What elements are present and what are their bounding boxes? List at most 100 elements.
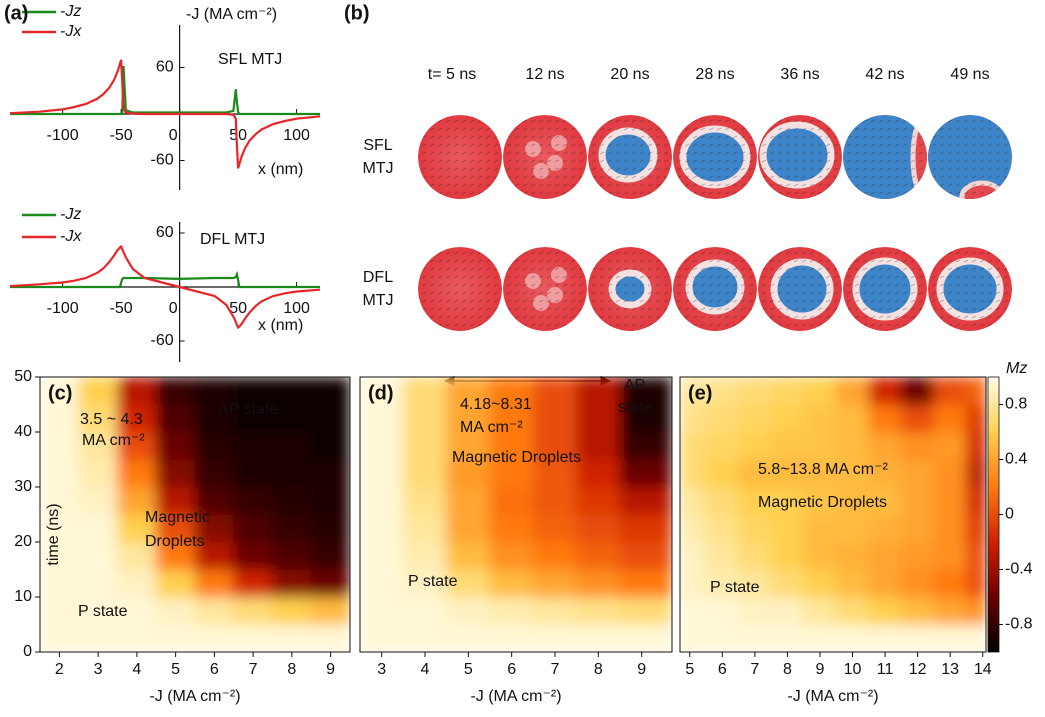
spin-arrow (931, 315, 937, 319)
heatmap-cell (770, 459, 805, 488)
spin-arrow (514, 127, 520, 131)
spin-arrow (676, 127, 682, 131)
spin-arrow (570, 119, 576, 123)
spin-arrow (995, 127, 1001, 131)
spin-arrow (514, 135, 520, 139)
spin-arrow (902, 167, 908, 171)
spin-arrow (647, 135, 653, 139)
spin-arrow (469, 151, 475, 155)
spin-arrow (615, 267, 621, 271)
heatmap-cell (272, 459, 312, 488)
spin-arrow (445, 267, 451, 271)
spin-arrow (493, 127, 499, 131)
spin-arrow (445, 323, 451, 327)
spin-arrow (833, 323, 839, 327)
spin-arrow (748, 259, 754, 263)
heatmap-cell (933, 486, 967, 515)
spin-arrow (700, 167, 706, 171)
spin-arrow (631, 159, 637, 163)
spin-arrow (995, 267, 1001, 271)
heatmap-cell (803, 514, 837, 543)
spin-arrow (870, 151, 876, 155)
spin-arrow (562, 299, 568, 303)
spin-arrow (639, 167, 645, 171)
spin-arrow (522, 299, 528, 303)
heatmap-cell (576, 404, 621, 433)
heatmap-cell (194, 459, 235, 488)
spin-arrow (538, 267, 544, 271)
spin-arrow (979, 159, 985, 163)
spin-arrow (522, 175, 528, 179)
spin-arrow (554, 267, 560, 271)
spin-arrow (931, 251, 937, 255)
spin-arrow (437, 251, 443, 255)
spin-arrow (692, 259, 698, 263)
heatmap-cell (803, 624, 837, 652)
spin-arrow (554, 151, 560, 155)
heatmap-cell (933, 377, 967, 405)
heatmap-cell (194, 431, 235, 460)
spin-arrow (421, 119, 427, 123)
spin-arrow (461, 315, 467, 319)
heatmap-cell (900, 404, 935, 433)
spin-arrow (724, 119, 730, 123)
spin-arrow (506, 167, 512, 171)
spin-arrow (1003, 259, 1009, 263)
x-tick-label: 4 (421, 661, 430, 678)
spin-arrow (538, 167, 544, 171)
spin-arrow (599, 151, 605, 155)
spin-arrow (878, 283, 884, 287)
spin-arrow (761, 143, 767, 147)
spin-arrow (862, 159, 868, 163)
spin-arrow (886, 267, 892, 271)
spin-arrow (817, 175, 823, 179)
spin-arrow (623, 259, 629, 263)
spin-arrow (939, 267, 945, 271)
annotation: AP (624, 377, 645, 394)
spin-arrow (437, 135, 443, 139)
spin-arrow (918, 127, 924, 131)
spin-arrow (546, 127, 552, 131)
spin-arrow (493, 119, 499, 123)
spin-arrow (870, 191, 876, 195)
spin-arrow (562, 323, 568, 327)
spin-arrow (748, 183, 754, 187)
spin-arrow (947, 159, 953, 163)
spin-arrow (995, 151, 1001, 155)
spin-arrow (963, 167, 969, 171)
heatmap-cell (705, 431, 740, 460)
spin-arrow (854, 259, 860, 263)
spin-arrow (623, 315, 629, 319)
spin-arrow (493, 259, 499, 263)
spin-arrow (801, 175, 807, 179)
x-axis-label: -J (MA cm⁻²) (787, 688, 878, 705)
spin-arrow (530, 251, 536, 255)
spin-arrow (591, 151, 597, 155)
x-tick-label: 100 (283, 127, 310, 144)
heatmap-cell (233, 486, 273, 515)
spin-arrow (522, 267, 528, 271)
spin-arrow (817, 291, 823, 295)
spin-arrow (740, 151, 746, 155)
blue-domain (598, 127, 658, 183)
spin-arrow (615, 299, 621, 303)
spin-arrow (700, 283, 706, 287)
heatmap-cell (532, 431, 578, 460)
spin-arrow (939, 275, 945, 279)
heatmap-cell (310, 486, 350, 515)
spin-arrow (862, 251, 868, 255)
spin-arrow (623, 267, 629, 271)
spin-arrow (793, 259, 799, 263)
spin-arrow (910, 135, 916, 139)
spin-arrow (716, 283, 722, 287)
spin-arrow (493, 315, 499, 319)
spin-arrow (538, 323, 544, 327)
heatmap-cell (619, 624, 672, 652)
spin-arrow (477, 175, 483, 179)
spin-arrow (854, 291, 860, 295)
pale-spot (525, 273, 541, 289)
heatmap-cell (532, 486, 578, 515)
heatmap-cell (40, 514, 80, 543)
spin-arrow (801, 135, 807, 139)
spin-arrow (995, 135, 1001, 139)
